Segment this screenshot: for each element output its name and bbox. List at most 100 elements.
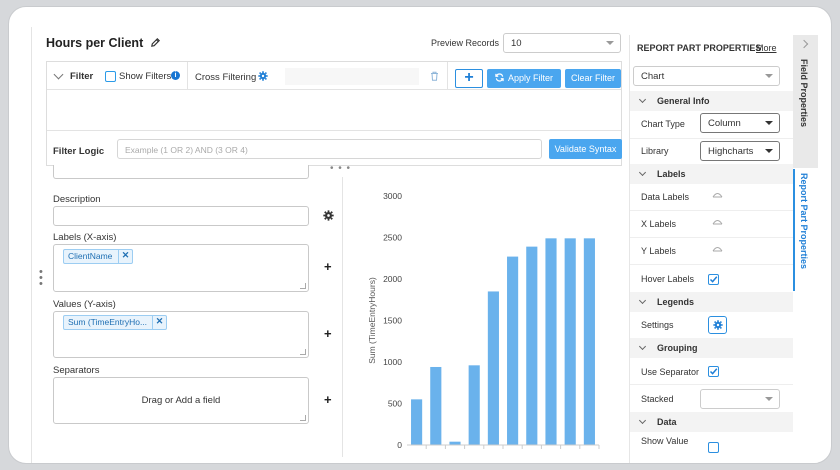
tab-label: Field Properties [799, 59, 809, 128]
values-field-pill[interactable]: Sum (TimeEntryHo... ✕ [63, 315, 167, 330]
chevron-down-icon [638, 416, 647, 425]
description-input[interactable] [53, 206, 309, 226]
part-type-select[interactable]: Chart [633, 66, 780, 86]
legend-settings-button[interactable] [708, 316, 727, 334]
chart-bar [411, 399, 423, 445]
y-tick-label: 3000 [383, 191, 402, 201]
filter-panel: Filter Show Filters i Cross Filtering + [46, 61, 622, 166]
bar-chart: Sum (TimeEntryHours) 0 500 1000 1500 2000 2500… [367, 191, 600, 449]
eye-icon[interactable] [712, 245, 723, 253]
eye-icon[interactable] [712, 191, 723, 199]
section-data[interactable]: Data [630, 412, 793, 432]
checkmark-icon [709, 276, 718, 283]
trash-icon[interactable] [430, 71, 439, 81]
divider [630, 384, 793, 385]
values-y-axis-label: Values (Y-axis) [53, 299, 116, 310]
add-label-button[interactable]: + [324, 259, 332, 274]
library-value: Highcharts [708, 146, 754, 157]
divider [630, 138, 793, 139]
pencil-icon[interactable] [150, 37, 161, 48]
resize-grip-icon[interactable] [300, 283, 306, 289]
hover-labels-label: Hover Labels [641, 274, 695, 284]
checkmark-icon [709, 368, 718, 375]
column-divider [342, 177, 343, 457]
more-link[interactable]: More [756, 43, 777, 53]
filter-logic-row: Filter Logic Example (1 OR 2) AND (3 OR … [47, 130, 622, 167]
chart-bar [468, 365, 480, 445]
chart-bar [487, 291, 499, 445]
separators-label: Separators [53, 365, 100, 376]
preview-records-label: Preview Records [431, 38, 500, 48]
validate-syntax-button[interactable]: Validate Syntax [549, 139, 622, 159]
chevron-down-icon[interactable] [53, 69, 64, 80]
remove-icon[interactable]: ✕ [118, 249, 132, 264]
tab-field-properties[interactable]: Field Properties [793, 55, 818, 168]
section-label: Grouping [657, 343, 698, 353]
legend-settings-label: Settings [641, 320, 674, 330]
add-value-button[interactable]: + [324, 326, 332, 341]
filter-logic-input[interactable]: Example (1 OR 2) AND (3 OR 4) [117, 139, 542, 159]
resize-grip-icon[interactable] [300, 415, 306, 421]
section-label: Labels [657, 169, 686, 179]
field-box[interactable] [53, 165, 309, 179]
section-label: Data [657, 417, 677, 427]
panel-title: REPORT PART PROPERTIES [637, 43, 762, 53]
remove-icon[interactable]: ✕ [152, 315, 166, 330]
section-legends[interactable]: Legends [630, 292, 793, 312]
chevron-down-icon [638, 168, 647, 177]
gear-icon[interactable] [323, 210, 334, 221]
x-labels-label: X Labels [641, 219, 677, 229]
show-value-checkbox[interactable] [708, 442, 719, 453]
y-tick-label: 2500 [383, 233, 402, 243]
clear-filter-button[interactable]: Clear Filter [565, 69, 621, 88]
section-label: General Info [657, 96, 710, 106]
section-grouping[interactable]: Grouping [630, 338, 793, 358]
report-title: Hours per Client [46, 36, 144, 50]
chart-bar [564, 238, 576, 445]
chart-bar [430, 366, 442, 445]
values-drop-zone[interactable]: Sum (TimeEntryHo... ✕ [53, 311, 309, 358]
section-general-info[interactable]: General Info [630, 91, 793, 111]
chevron-down-icon [638, 95, 647, 104]
collapse-panel-button[interactable] [793, 35, 818, 55]
labels-x-axis-label: Labels (X-axis) [53, 232, 117, 243]
labels-drop-zone[interactable]: ClientName ✕ [53, 244, 309, 292]
chart-bar [449, 441, 461, 445]
apply-filter-button[interactable]: Apply Filter [487, 69, 561, 88]
labels-field-pill[interactable]: ClientName ✕ [63, 249, 133, 264]
app-frame: Hours per Client Preview Records 10 Filt… [8, 6, 832, 464]
chevron-down-icon [765, 121, 773, 125]
chart-type-select[interactable]: Column [700, 113, 780, 133]
show-filters-checkbox[interactable] [105, 71, 116, 82]
use-separator-checkbox[interactable] [708, 366, 719, 377]
chart-bar [507, 256, 519, 445]
hover-labels-checkbox[interactable] [708, 274, 719, 285]
preview-records-value: 10 [511, 38, 522, 49]
info-icon[interactable]: i [171, 71, 180, 80]
cross-filtering-input[interactable] [285, 68, 419, 85]
tab-report-part-properties[interactable]: Report Part Properties [793, 169, 818, 291]
use-separator-label: Use Separator [641, 367, 700, 377]
description-label: Description [53, 194, 101, 205]
add-filter-button[interactable]: + [455, 69, 483, 88]
show-filters-label: Show Filters [119, 71, 172, 82]
eye-icon[interactable] [712, 218, 723, 226]
report-part-properties-panel: REPORT PART PROPERTIES More Chart Genera… [629, 35, 793, 463]
chevron-down-icon [638, 296, 647, 305]
resize-handle-icon[interactable]: • • • [330, 163, 352, 174]
stacked-select[interactable] [700, 389, 780, 409]
y-labels-label: Y Labels [641, 246, 676, 256]
section-labels[interactable]: Labels [630, 164, 793, 184]
y-tick-label: 1500 [383, 316, 402, 326]
y-axis-title: Sum (TimeEntryHours) [367, 277, 377, 364]
resize-grip-icon[interactable] [300, 349, 306, 355]
preview-records-select[interactable]: 10 [503, 33, 621, 53]
drag-handle-icon[interactable]: • • • [39, 266, 43, 290]
stacked-label: Stacked [641, 394, 674, 404]
filter-logic-label: Filter Logic [53, 146, 105, 157]
separators-drop-zone[interactable]: Drag or Add a field [53, 377, 309, 424]
gear-icon[interactable] [258, 71, 268, 81]
part-type-value: Chart [641, 71, 665, 82]
library-select[interactable]: Highcharts [700, 141, 780, 161]
add-separator-button[interactable]: + [324, 392, 332, 407]
